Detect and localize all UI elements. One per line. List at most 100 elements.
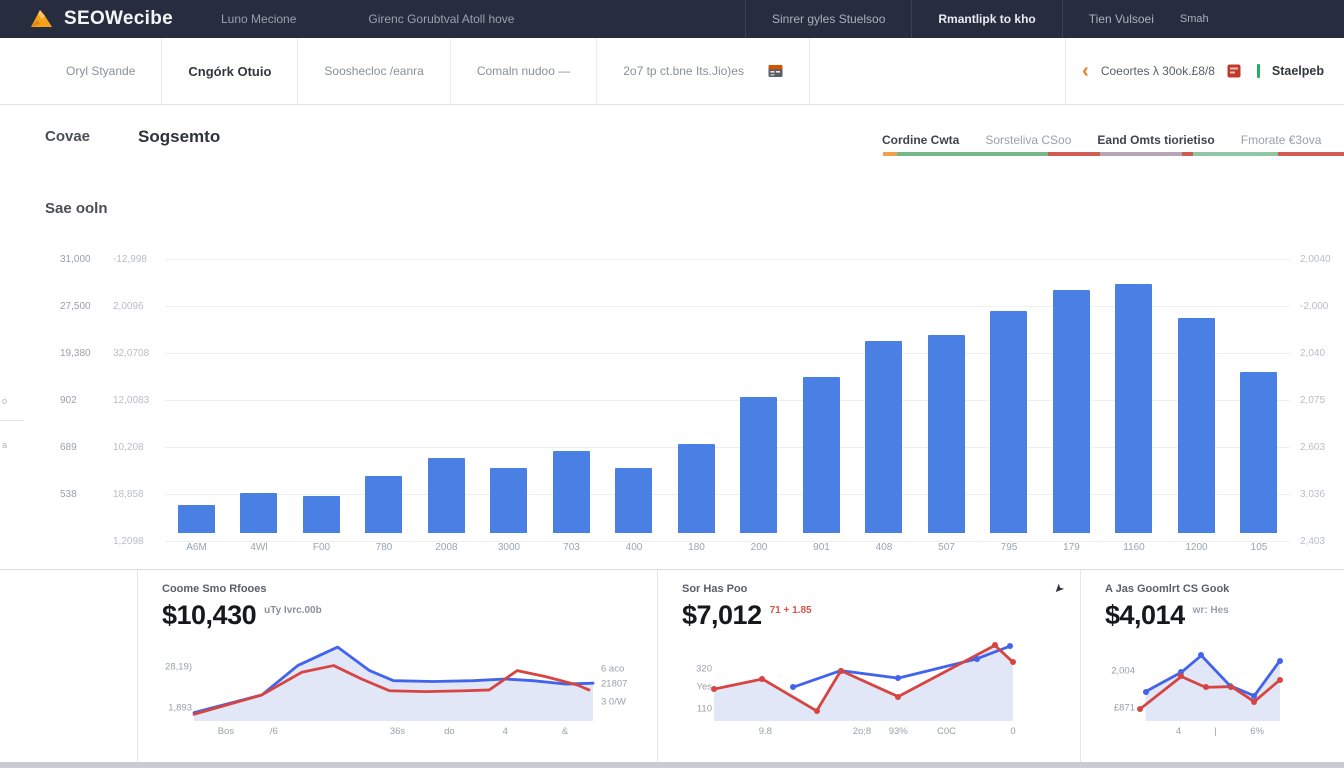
y-axis-label: -12,998: [113, 254, 147, 265]
bar[interactable]: [365, 476, 403, 533]
y-axis-label: 2,075: [1300, 395, 1326, 406]
bar[interactable]: [1052, 289, 1090, 533]
nav-right-item-3[interactable]: Smah: [1179, 13, 1209, 25]
mini-x-label: 93%: [888, 726, 908, 737]
underline-segment: [883, 152, 897, 156]
chevron-left-icon[interactable]: ‹: [1082, 60, 1089, 82]
red-data-point: [759, 676, 766, 682]
brand-logo-icon[interactable]: [28, 7, 54, 31]
mini-x-label: 36s: [389, 726, 406, 737]
nav-right-item-0[interactable]: Sinrer gyles Stuelsoo: [772, 12, 886, 26]
bar[interactable]: [990, 310, 1028, 533]
underline-segment: [897, 152, 1048, 156]
mini-x-label: 0: [1010, 726, 1016, 737]
bar[interactable]: [677, 443, 715, 533]
card-note: uTy Ivrc.00b: [264, 605, 322, 616]
toolbar-cell-label: Cngórk Otuio: [188, 63, 272, 79]
card-note: wr: Hes: [1192, 605, 1229, 616]
y-axis-label: 10,208: [113, 442, 144, 453]
toolbar-cell-label: 2o7 tp ct.bne Its.Jio)es: [623, 64, 744, 78]
bar[interactable]: [552, 450, 590, 533]
blue-series-line: [194, 647, 593, 713]
calendar-icon[interactable]: [768, 64, 783, 78]
tab-sogsemto[interactable]: Sogsemto: [138, 126, 221, 146]
bar[interactable]: [240, 493, 278, 533]
y-axis-label: 2,603: [1300, 442, 1326, 453]
red-data-point: [991, 642, 998, 649]
x-axis-label: 703: [563, 542, 580, 553]
toolbar-action-button[interactable]: Staelpeb: [1271, 64, 1324, 78]
mini-chart: 320 Yes 110 9.8 2o;8 93% C0C 0: [696, 637, 1016, 737]
red-data-point: [837, 667, 844, 674]
card-value: $4,014: [1105, 600, 1185, 630]
bar[interactable]: [865, 340, 903, 533]
toolbar-cell-0[interactable]: Oryl Styande: [40, 38, 163, 104]
mini-chart: 2,004 £871 4 | 6%: [1111, 637, 1283, 737]
y-axis-label: 2,040: [1300, 348, 1326, 359]
blue-series-line: [1146, 655, 1280, 695]
bar[interactable]: [490, 467, 528, 533]
x-axis-label: 2008: [435, 542, 458, 553]
main-chart-section: Sae ooln A6M 4Wl F00 780 2008 3000 703 400 180 20…: [0, 168, 1344, 570]
bar[interactable]: [615, 467, 653, 533]
toolbar-cell-2[interactable]: Sooshecloc /eanra: [298, 38, 451, 104]
nav-right-item-1[interactable]: Rmantlipk to kho: [938, 12, 1036, 26]
x-axis-label: 105: [1250, 542, 1268, 553]
line-chart-svg: [1137, 637, 1280, 721]
x-axis-label: 180: [688, 542, 705, 553]
blue-data-point: [1198, 652, 1205, 659]
gridline: [165, 306, 1290, 307]
bar[interactable]: [427, 458, 465, 533]
x-axis-label: 4Wl: [250, 542, 268, 553]
bar[interactable]: [302, 496, 340, 533]
toolbar-cell-1[interactable]: Cngórk Otuio: [162, 38, 299, 104]
metric-tab-3[interactable]: Fmorate €3ova: [1240, 133, 1322, 147]
mini-x-label: Bos: [217, 726, 235, 737]
bar[interactable]: [1177, 317, 1215, 533]
x-axis-label: 1160: [1123, 542, 1145, 553]
gridline: [165, 447, 1290, 448]
y-axis-label: 12,0083: [113, 395, 150, 406]
y-axis-label: 902: [60, 395, 77, 406]
toolbar-cell-4[interactable]: 2o7 tp ct.bne Its.Jio)es: [597, 38, 810, 104]
bar[interactable]: [802, 377, 840, 533]
blue-data-point: [973, 655, 980, 662]
mini-chart: 28,19) 1,893 6 aco 21807 3 0/W Bos/6 36s do 4 &: [165, 637, 627, 737]
bar[interactable]: [927, 334, 965, 533]
nav-item-0[interactable]: Luno Mecione: [221, 12, 297, 26]
nav-right-item-2[interactable]: Tien Vulsoei: [1088, 12, 1154, 26]
metric-tab-1[interactable]: Sorsteliva CSoo: [985, 133, 1072, 147]
toolbar-report-label[interactable]: Coeortes λ 30ok.£8/8: [1100, 64, 1215, 78]
bar[interactable]: [1240, 371, 1278, 533]
bar[interactable]: [177, 504, 215, 533]
brand-name[interactable]: SEOWecibe: [64, 8, 173, 29]
red-data-point: [1202, 684, 1209, 691]
edge-mark: a: [2, 440, 8, 450]
metric-tab-2[interactable]: Eand Omts tiorietiso: [1097, 133, 1215, 147]
toolbar-cell-3[interactable]: Comaln nudoo —: [451, 38, 598, 104]
bar[interactable]: [1115, 283, 1153, 533]
toolbar-cells: Oryl Styande Cngórk Otuio Sooshecloc /eanr…: [40, 38, 810, 104]
y-axis-label: 2,0040: [1300, 254, 1331, 265]
grid-icon[interactable]: [1227, 64, 1241, 78]
mini-x-label: C0C: [937, 726, 957, 737]
tab-covae[interactable]: Covae: [45, 128, 91, 145]
card-title: Coome Smo Rfooes: [162, 583, 267, 595]
mini-y-label: 28,19): [165, 661, 192, 673]
bar[interactable]: [740, 397, 778, 533]
toolbar-cell-label: Oryl Styande: [66, 64, 136, 78]
x-axis-label: F00: [312, 542, 331, 553]
horizontal-scrollbar[interactable]: [0, 762, 1344, 768]
kpi-card-2: ➤ Sor Has Poo $7,012 71 + 1.85 320 Yes 110…: [657, 570, 1080, 762]
blue-data-point: [1142, 688, 1149, 695]
blue-data-point: [895, 675, 902, 682]
cards-left-spacer: [0, 570, 137, 762]
blue-data-point: [789, 684, 796, 691]
gridline: [165, 494, 1290, 495]
blue-data-point: [1178, 669, 1185, 676]
x-axis-label: A6M: [186, 542, 207, 553]
metric-tab-0[interactable]: Cordine Cwta: [882, 133, 960, 147]
nav-item-1[interactable]: Girenc Gorubtval Atoll hove: [368, 12, 515, 26]
x-axis-label: 179: [1063, 542, 1080, 553]
card-title: A Jas Goomlrt CS Gook: [1105, 583, 1230, 595]
